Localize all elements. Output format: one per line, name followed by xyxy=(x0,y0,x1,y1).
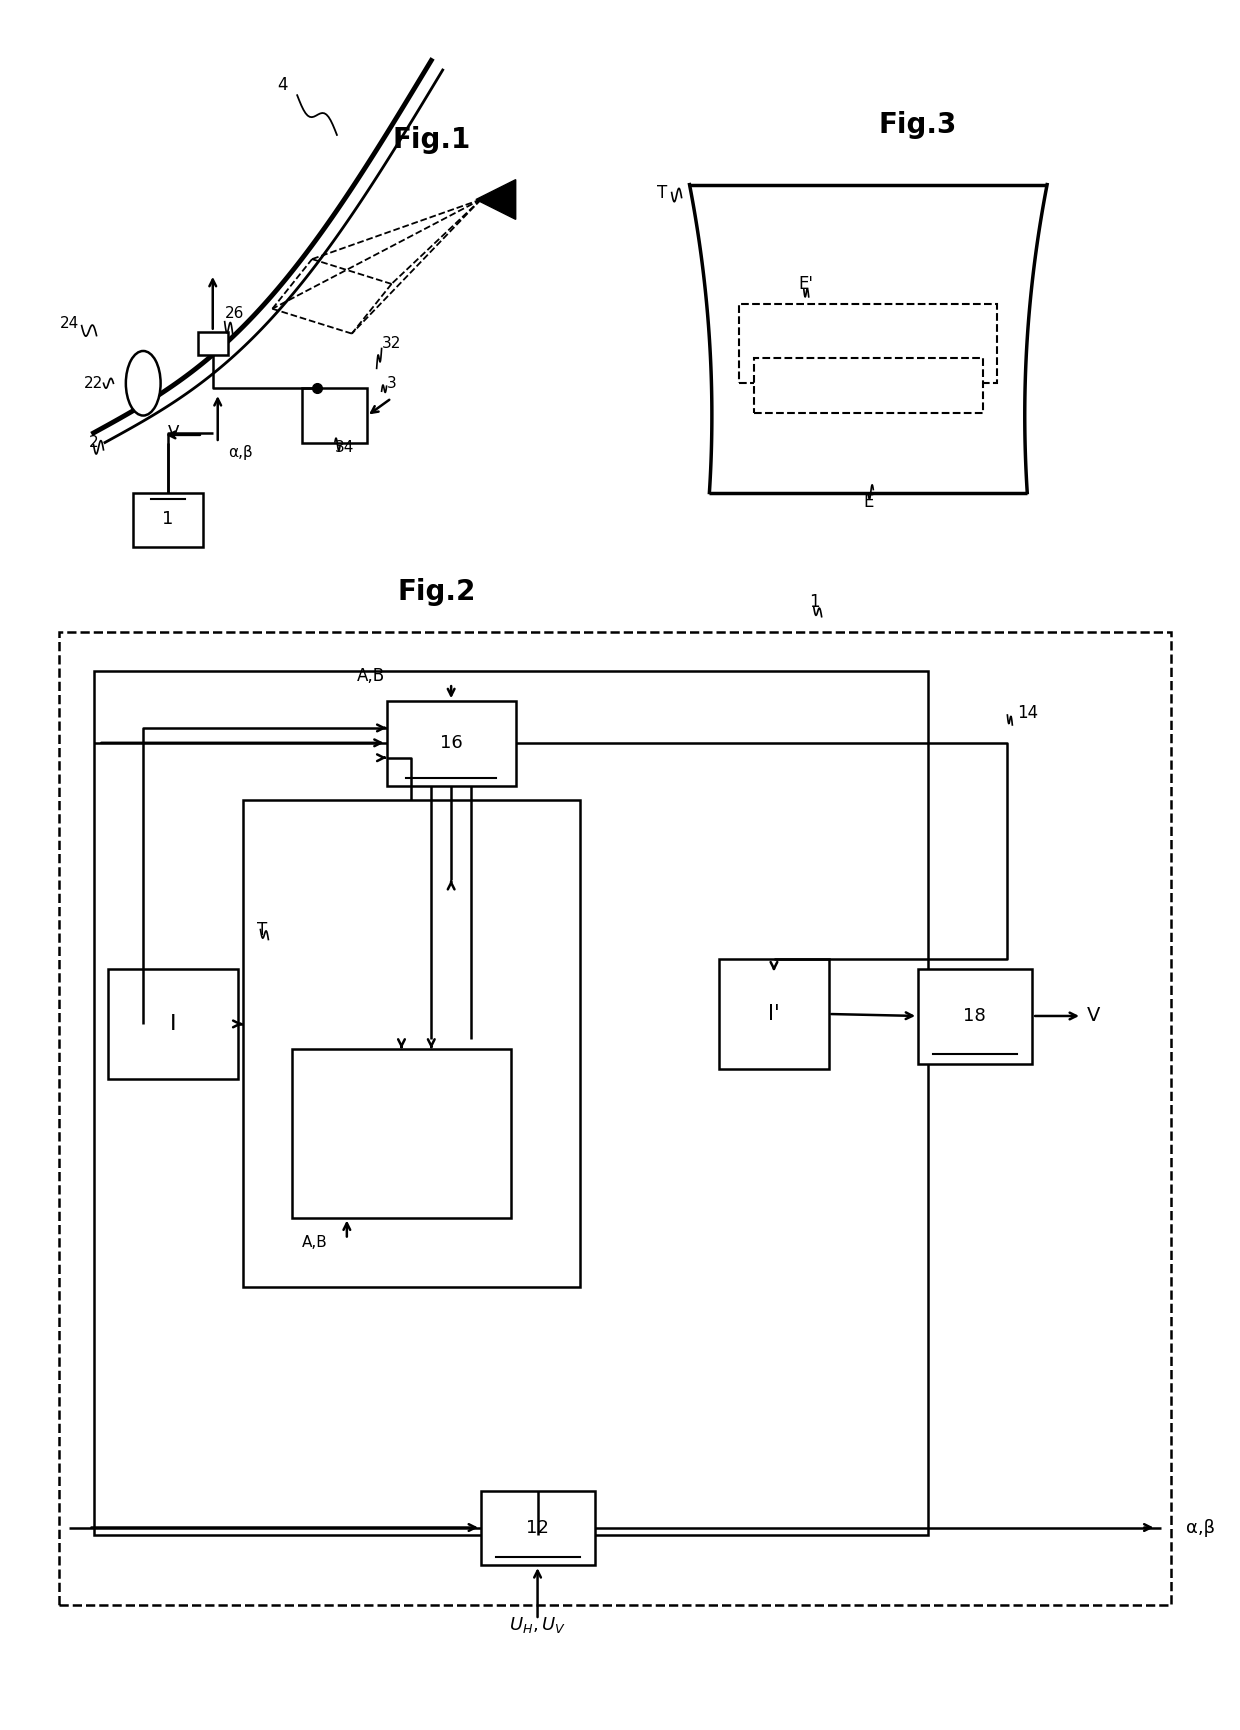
Text: Fig.2: Fig.2 xyxy=(397,578,475,606)
Text: 16: 16 xyxy=(440,734,463,753)
Text: T: T xyxy=(258,920,268,939)
Text: Fig.3: Fig.3 xyxy=(879,111,957,138)
Bar xyxy=(739,304,997,384)
Text: 12: 12 xyxy=(526,1519,549,1536)
Bar xyxy=(108,969,238,1078)
Text: 4: 4 xyxy=(277,76,288,93)
Text: 1: 1 xyxy=(162,510,174,528)
Text: 1: 1 xyxy=(808,593,820,611)
Bar xyxy=(303,388,367,443)
Bar xyxy=(243,801,580,1287)
Text: A,B: A,B xyxy=(357,668,384,685)
Text: V: V xyxy=(1086,1007,1100,1026)
Text: I: I xyxy=(170,1014,176,1035)
Text: E': E' xyxy=(799,275,813,292)
Text: 2: 2 xyxy=(88,436,98,450)
Text: I': I' xyxy=(768,1003,780,1024)
Text: 34: 34 xyxy=(335,441,355,455)
Text: α,β: α,β xyxy=(228,445,253,460)
Text: V: V xyxy=(169,424,180,441)
Text: T: T xyxy=(657,183,667,202)
Bar xyxy=(719,960,828,1069)
Text: A,B: A,B xyxy=(303,1235,327,1251)
Bar xyxy=(93,671,928,1536)
Text: 22: 22 xyxy=(84,375,103,391)
Text: 24: 24 xyxy=(60,317,78,330)
Text: 14: 14 xyxy=(1017,704,1038,721)
Text: 18: 18 xyxy=(963,1007,986,1024)
Bar xyxy=(58,631,1172,1605)
Bar xyxy=(481,1491,595,1566)
Bar xyxy=(754,358,982,413)
Text: E: E xyxy=(863,493,873,512)
Text: Fig.1: Fig.1 xyxy=(392,126,470,154)
Text: α,β: α,β xyxy=(1187,1519,1215,1536)
Text: 3: 3 xyxy=(387,375,397,391)
Polygon shape xyxy=(476,180,516,220)
Ellipse shape xyxy=(125,351,161,415)
Text: $U_H,U_V$: $U_H,U_V$ xyxy=(510,1614,565,1635)
Text: 32: 32 xyxy=(382,336,401,351)
Bar xyxy=(198,332,228,355)
Bar xyxy=(293,1048,511,1218)
Bar xyxy=(918,969,1032,1064)
Text: 26: 26 xyxy=(224,306,244,322)
Bar xyxy=(133,493,203,547)
Bar xyxy=(387,701,516,785)
